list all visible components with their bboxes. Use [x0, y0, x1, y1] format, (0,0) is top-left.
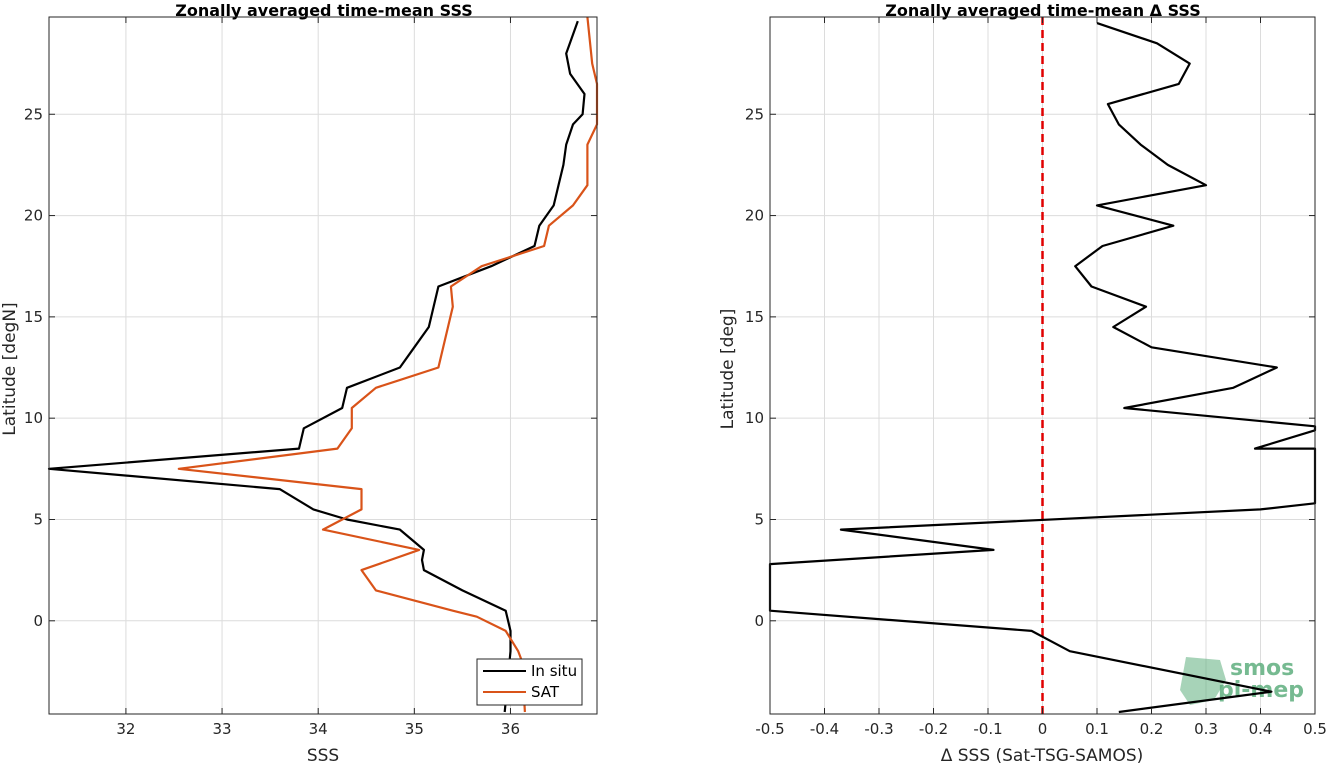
x-tick-label: -0.4: [810, 720, 839, 738]
left-y-axis-label: Latitude [degN]: [0, 302, 20, 435]
x-tick-label: -0.2: [919, 720, 948, 738]
series-line-delta-sss: [768, 22, 1317, 714]
x-tick-label: 34: [309, 720, 328, 738]
x-tick-label: 0.2: [1140, 720, 1164, 738]
left-chart-title: Zonally averaged time-mean SSS: [175, 1, 473, 20]
logo-map-shape: [1180, 657, 1226, 705]
y-tick-label: 10: [24, 409, 43, 427]
series-line-sat: [177, 16, 599, 713]
legend: In situ SAT: [476, 658, 583, 706]
left-plot-frame: [48, 16, 598, 715]
y-tick-label: 25: [745, 105, 764, 123]
x-tick-label: 0.4: [1249, 720, 1273, 738]
legend-label-insitu: In situ: [531, 662, 577, 680]
x-tick-label: -0.1: [973, 720, 1002, 738]
x-tick-label: 0.3: [1194, 720, 1218, 738]
x-tick-label: -0.3: [864, 720, 893, 738]
y-tick-label: 10: [745, 409, 764, 427]
y-tick-label: 0: [754, 612, 764, 630]
x-tick-label: 0.5: [1303, 720, 1327, 738]
x-tick-label: 32: [116, 720, 135, 738]
right-chart: Zonally averaged time-mean Δ SSS smos pi…: [718, 1, 1327, 764]
y-tick-label: 20: [745, 207, 764, 225]
y-tick-label: 15: [745, 308, 764, 326]
right-y-axis-label: Latitude [deg]: [718, 309, 738, 430]
x-tick-label: 35: [405, 720, 424, 738]
logo-text-top: smos: [1230, 656, 1294, 681]
x-tick-label: 33: [213, 720, 232, 738]
y-tick-label: 5: [33, 510, 43, 528]
legend-label-sat: SAT: [531, 683, 560, 701]
series-line-in-situ: [47, 20, 586, 713]
y-tick-label: 5: [754, 510, 764, 528]
x-tick-label: -0.5: [755, 720, 784, 738]
y-tick-label: 20: [24, 207, 43, 225]
legend-box: [476, 658, 583, 706]
right-chart-title: Zonally averaged time-mean Δ SSS: [885, 1, 1201, 20]
x-tick-label: 36: [501, 720, 520, 738]
left-x-axis-label: SSS: [307, 746, 339, 764]
right-x-axis-label: Δ SSS (Sat-TSG-SAMOS): [941, 746, 1144, 764]
x-tick-label: 0.1: [1085, 720, 1109, 738]
y-tick-label: 25: [24, 105, 43, 123]
left-chart: Zonally averaged time-mean SSS 32 33 34 35 3…: [0, 1, 599, 764]
smos-pimep-logo: smos pi-mep: [1180, 656, 1304, 705]
x-tick-label: 0: [1038, 720, 1048, 738]
y-tick-label: 0: [33, 612, 43, 630]
y-tick-label: 15: [24, 308, 43, 326]
